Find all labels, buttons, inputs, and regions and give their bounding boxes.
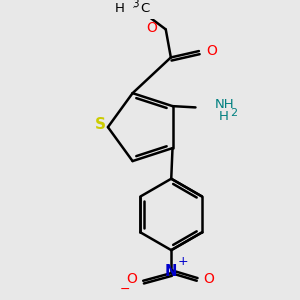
Text: O: O: [203, 272, 214, 286]
Text: H: H: [218, 110, 228, 123]
Text: NH: NH: [214, 98, 234, 111]
Text: C: C: [140, 2, 149, 16]
Text: −: −: [120, 283, 130, 296]
Text: S: S: [95, 117, 106, 132]
Text: +: +: [177, 255, 188, 268]
Text: O: O: [126, 272, 137, 286]
Text: 2: 2: [230, 107, 238, 118]
Text: O: O: [146, 21, 157, 35]
Text: H: H: [115, 2, 125, 16]
Text: N: N: [165, 264, 177, 279]
Text: 3: 3: [133, 0, 139, 9]
Text: methyl: methyl: [133, 7, 138, 8]
Text: O: O: [207, 44, 218, 58]
